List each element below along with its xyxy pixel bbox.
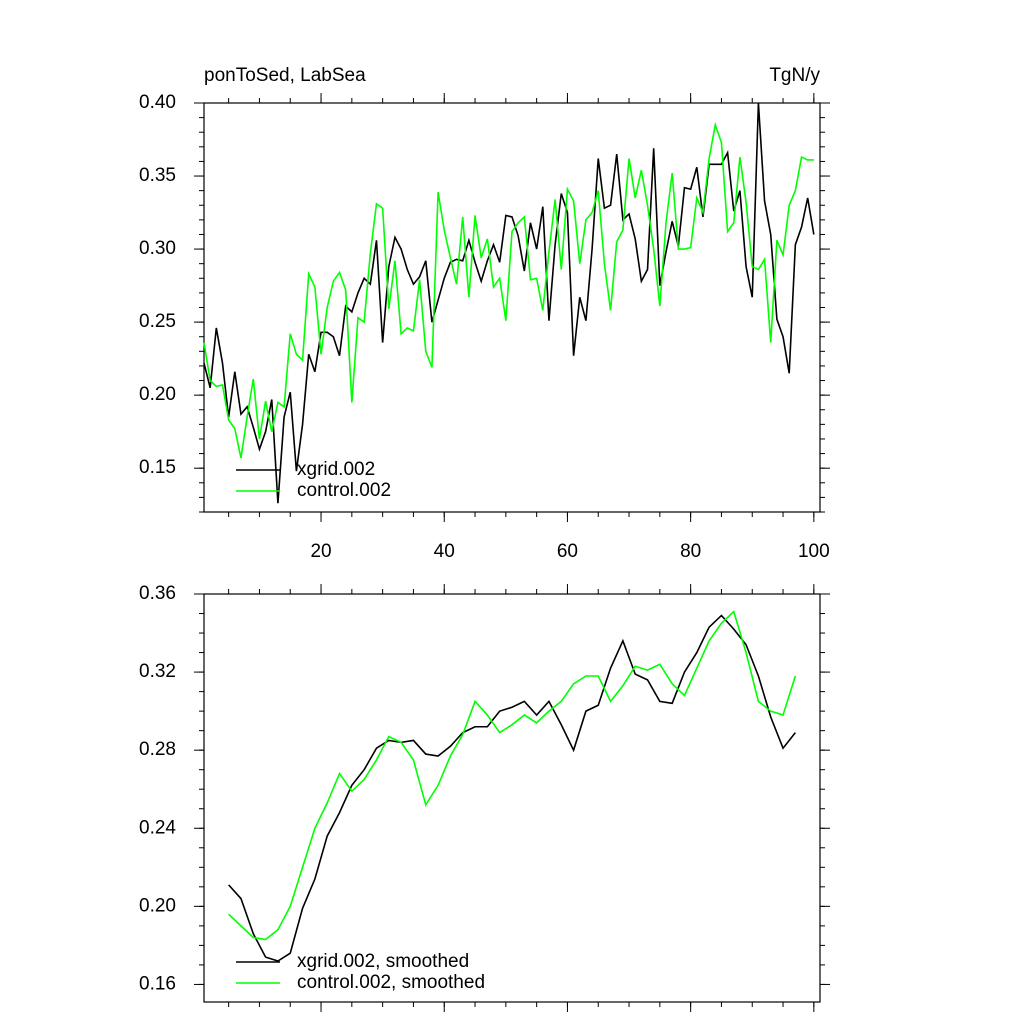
y-tick-label: 0.36 xyxy=(139,583,176,604)
series-line xyxy=(203,102,815,504)
y-tick-label: 0.28 xyxy=(139,739,176,760)
y-tick-label: 0.16 xyxy=(139,973,176,994)
legend-label: xgrid.002 xyxy=(297,459,375,480)
y-tick-label: 0.35 xyxy=(139,165,176,186)
x-tick-label: 60 xyxy=(557,541,578,562)
y-tick-label: 0.40 xyxy=(139,92,176,113)
legend-label: control.002, smoothed xyxy=(297,972,485,993)
plot-frame xyxy=(203,102,821,513)
legend-label: xgrid.002, smoothed xyxy=(297,951,469,972)
x-tick-label: 40 xyxy=(434,541,455,562)
x-tick-label: 80 xyxy=(680,541,701,562)
legend-label: control.002 xyxy=(297,480,391,501)
units-label: TgN/y xyxy=(769,65,820,86)
y-tick-label: 0.32 xyxy=(139,661,176,682)
y-tick-label: 0.30 xyxy=(139,238,176,259)
plot-frame xyxy=(203,593,821,1003)
series-line xyxy=(203,121,814,459)
y-tick-label: 0.15 xyxy=(139,457,176,478)
y-tick-label: 0.20 xyxy=(139,384,176,405)
x-tick-label: 100 xyxy=(798,541,830,562)
series-line xyxy=(228,614,796,962)
y-tick-label: 0.20 xyxy=(139,895,176,916)
series-line xyxy=(228,610,797,941)
y-tick-label: 0.24 xyxy=(139,817,176,838)
y-tick-label: 0.25 xyxy=(139,311,176,332)
chart-title: ponToSed, LabSea xyxy=(204,65,366,86)
x-tick-label: 20 xyxy=(310,541,331,562)
